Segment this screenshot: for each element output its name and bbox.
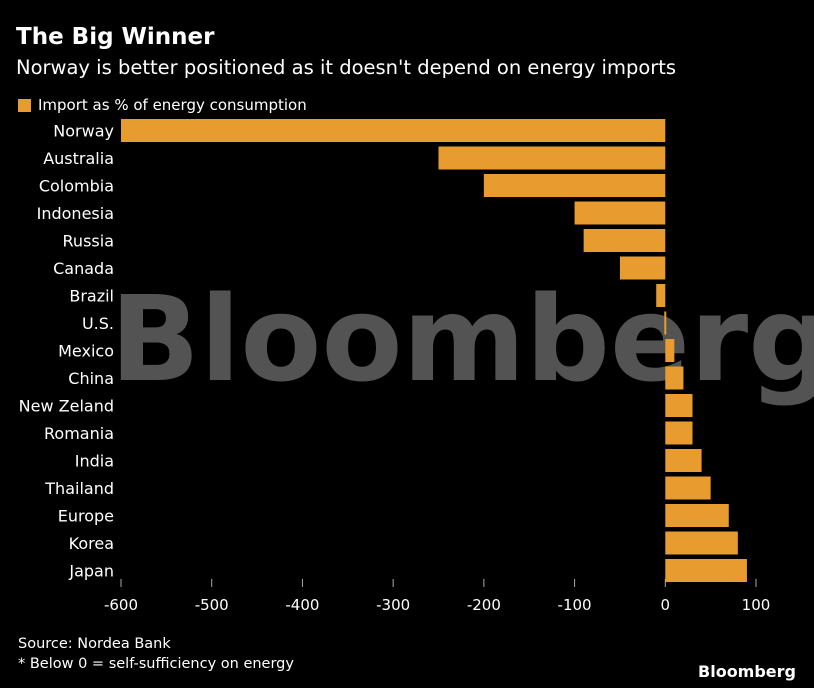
x-tick-label: -300 [376, 596, 410, 614]
x-tick-label: 100 [742, 596, 771, 614]
x-tick-label: 0 [661, 596, 671, 614]
source-note: Source: Nordea Bank [18, 636, 171, 652]
x-axis-ticks-group: -600 -500 -400 -300 -200 -100 0 100 [104, 579, 770, 614]
category-label: Canada [53, 259, 114, 278]
category-labels-group: Norway Australia Colombia Indonesia Russia Ca… [19, 122, 114, 581]
category-label: Brazil [69, 287, 114, 306]
bar-russia [583, 229, 666, 252]
bar-india [665, 449, 702, 472]
category-label: Japan [68, 562, 114, 581]
category-label: New Zeland [19, 397, 114, 416]
x-tick-label: -500 [195, 596, 229, 614]
category-label: Romania [44, 424, 114, 443]
bar-mexico [665, 339, 675, 362]
bar-colombia [483, 174, 666, 197]
bar-europe [665, 504, 729, 527]
category-label: Europe [58, 507, 114, 526]
bar-romania [665, 421, 693, 445]
bar-brazil [656, 284, 666, 307]
bar-canada [619, 256, 666, 280]
bars-group [121, 119, 747, 582]
x-tick-label: -100 [558, 596, 592, 614]
bar-new-zeland [665, 394, 693, 417]
category-label: Russia [63, 232, 114, 251]
x-tick-label: -600 [104, 596, 138, 614]
bloomberg-logo: Bloomberg [698, 662, 796, 681]
category-label: Thailand [44, 479, 114, 498]
bar-u-s [664, 311, 667, 335]
legend-label: Import as % of energy consumption [38, 96, 307, 114]
category-label: Mexico [58, 342, 114, 361]
watermark: Bloomberg [110, 270, 814, 408]
bar-japan [665, 559, 747, 582]
category-label: Indonesia [37, 204, 114, 223]
bar-china [665, 366, 684, 390]
category-label: India [75, 452, 114, 471]
legend-swatch [18, 98, 31, 112]
legend: Import as % of energy consumption [18, 96, 307, 114]
bar-norway [121, 119, 666, 142]
category-label: Norway [53, 122, 114, 141]
bar-indonesia [574, 201, 666, 225]
footnote: * Below 0 = self-sufficiency on energy [18, 656, 294, 672]
category-label: U.S. [82, 314, 114, 333]
bar-korea [665, 531, 738, 555]
category-label: China [68, 369, 114, 388]
chart-subtitle: Norway is better positioned as it doesn'… [16, 56, 677, 79]
x-tick-label: -200 [467, 596, 501, 614]
category-label: Colombia [39, 177, 114, 196]
category-label: Korea [69, 534, 114, 553]
bar-australia [438, 146, 666, 170]
chart-title: The Big Winner [16, 24, 215, 50]
category-label: Australia [43, 149, 114, 168]
x-tick-label: -400 [285, 596, 319, 614]
bar-thailand [665, 476, 711, 500]
